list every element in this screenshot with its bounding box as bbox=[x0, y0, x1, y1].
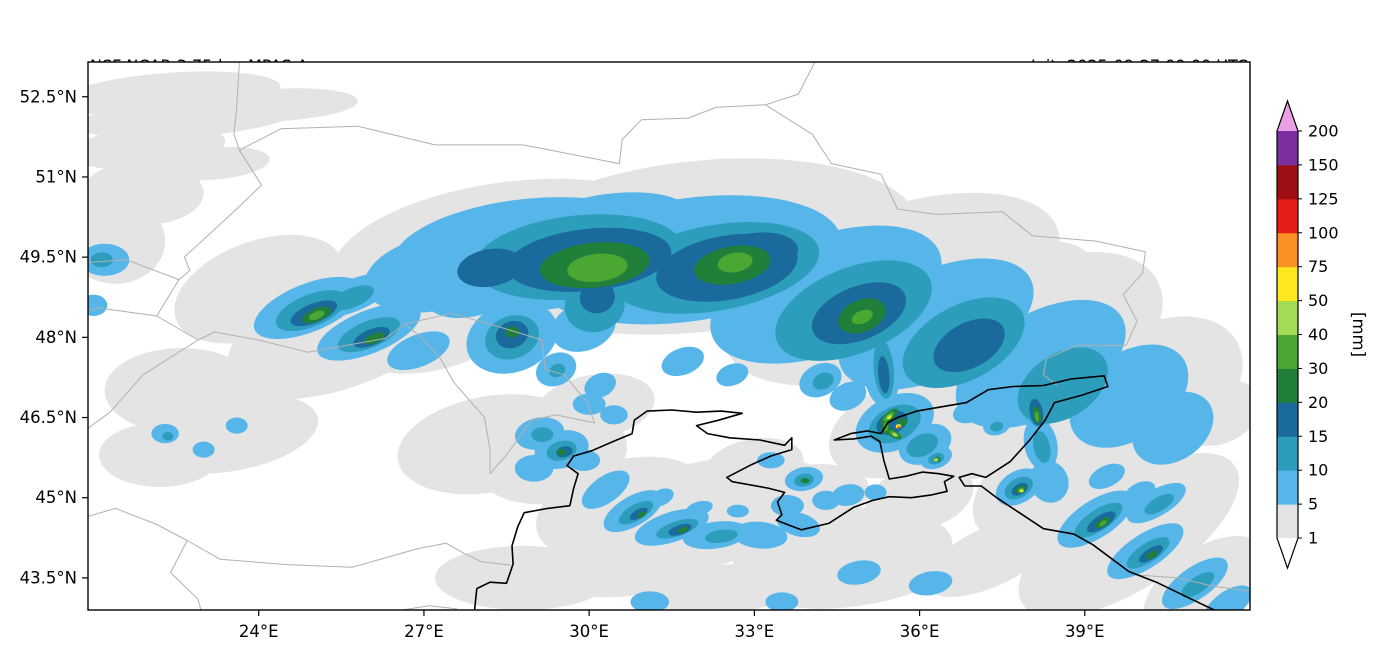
colorbar-segment bbox=[1277, 470, 1298, 505]
colorbar-tick-label: 150 bbox=[1308, 155, 1339, 174]
colorbar-segment bbox=[1277, 131, 1298, 166]
colorbar-tick-label: 15 bbox=[1308, 427, 1328, 446]
x-axis: 24°E 27°E 30°E 33°E 36°E 39°E bbox=[239, 610, 1105, 641]
lon-tick-label: 33°E bbox=[735, 622, 775, 641]
colorbar: 200 150 125 100 75 50 40 30 20 15 10 5 1 [mm] bbox=[1276, 99, 1368, 570]
colorbar-segment bbox=[1277, 198, 1298, 234]
lon-tick-label: 24°E bbox=[239, 622, 279, 641]
colorbar-tick-label: 30 bbox=[1308, 359, 1328, 378]
lon-tick-label: 39°E bbox=[1065, 622, 1105, 641]
y-axis: 52.5°N 51°N 49.5°N 48°N 46.5°N 45°N 43.5°N bbox=[20, 87, 88, 587]
colorbar-tick-label: 50 bbox=[1308, 291, 1328, 310]
colorbar-over-arrow bbox=[1277, 101, 1298, 131]
lat-tick-label: 48°N bbox=[35, 328, 77, 347]
lat-tick-label: 43.5°N bbox=[20, 568, 77, 587]
lon-tick-label: 30°E bbox=[569, 622, 609, 641]
lon-tick-label: 27°E bbox=[404, 622, 444, 641]
colorbar-tick-label: 40 bbox=[1308, 325, 1328, 344]
colorbar-tick-label: 10 bbox=[1308, 461, 1328, 480]
colorbar-segment bbox=[1277, 232, 1298, 268]
colorbar-segment bbox=[1277, 266, 1298, 302]
colorbar-segment bbox=[1277, 504, 1298, 539]
colorbar-tick-label: 1 bbox=[1308, 529, 1318, 548]
lat-tick-label: 49.5°N bbox=[20, 248, 77, 267]
lat-tick-label: 51°N bbox=[35, 167, 77, 186]
colorbar-tick-label: 200 bbox=[1308, 122, 1339, 141]
precip-field bbox=[88, 71, 1250, 610]
colorbar-tick-label: 20 bbox=[1308, 393, 1328, 412]
colorbar-segment bbox=[1277, 368, 1298, 403]
colorbar-unit-label: [mm] bbox=[1349, 312, 1368, 357]
colorbar-segment bbox=[1277, 436, 1298, 471]
colorbar-tick-label: 100 bbox=[1308, 223, 1339, 242]
coastline bbox=[473, 374, 1215, 610]
colorbar-segment bbox=[1277, 300, 1298, 336]
colorbar-segment bbox=[1277, 402, 1298, 437]
country-borders bbox=[88, 62, 1250, 610]
colorbar-tick-label: 125 bbox=[1308, 189, 1339, 208]
colorbar-tick-label: 75 bbox=[1308, 257, 1328, 276]
lon-tick-label: 36°E bbox=[900, 622, 940, 641]
colorbar-segment bbox=[1277, 334, 1298, 369]
lat-tick-label: 46.5°N bbox=[20, 408, 77, 427]
colorbar-segment bbox=[1277, 164, 1298, 200]
lat-tick-label: 45°N bbox=[35, 488, 77, 507]
lat-tick-label: 52.5°N bbox=[20, 87, 77, 106]
map-frame bbox=[87, 61, 1251, 611]
colorbar-under-arrow bbox=[1277, 538, 1298, 569]
colorbar-tick-label: 5 bbox=[1308, 495, 1318, 514]
